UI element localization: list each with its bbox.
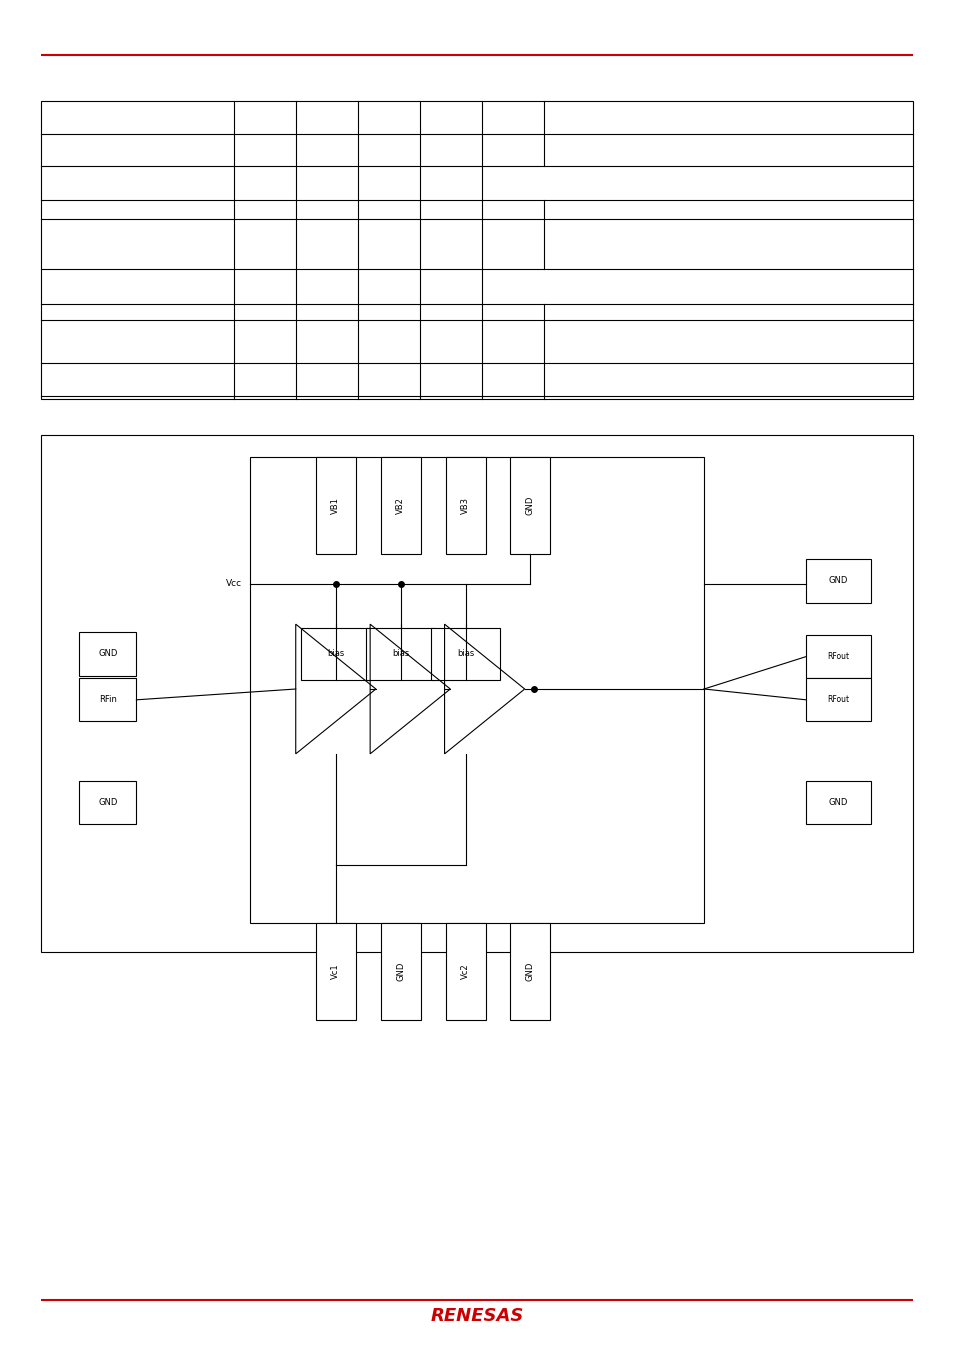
- Text: GND: GND: [98, 798, 117, 807]
- Bar: [79, 678, 136, 721]
- Text: VB2: VB2: [395, 497, 405, 513]
- Bar: [79, 781, 136, 824]
- Bar: [315, 923, 355, 1020]
- Bar: [431, 628, 499, 680]
- Bar: [41, 101, 912, 399]
- Bar: [366, 628, 435, 680]
- Text: GND: GND: [395, 962, 405, 981]
- Text: GND: GND: [828, 577, 847, 585]
- Text: GND: GND: [98, 650, 117, 658]
- Text: GND: GND: [828, 798, 847, 807]
- Text: bias: bias: [327, 650, 344, 658]
- Bar: [805, 678, 870, 721]
- Bar: [805, 559, 870, 603]
- Bar: [445, 457, 485, 554]
- Text: bias: bias: [456, 650, 474, 658]
- Bar: [805, 635, 870, 678]
- Text: RENESAS: RENESAS: [430, 1306, 523, 1325]
- Bar: [510, 457, 550, 554]
- Bar: [41, 435, 912, 952]
- Text: RFout: RFout: [826, 653, 849, 661]
- Text: GND: GND: [525, 496, 535, 515]
- Text: RFout: RFout: [826, 696, 849, 704]
- Bar: [301, 628, 370, 680]
- Text: VB1: VB1: [331, 497, 340, 513]
- Bar: [805, 781, 870, 824]
- Bar: [380, 923, 420, 1020]
- Bar: [315, 457, 355, 554]
- Bar: [250, 457, 703, 923]
- Text: Vc2: Vc2: [460, 963, 470, 979]
- Text: RFin: RFin: [99, 696, 116, 704]
- Text: Vc1: Vc1: [331, 963, 340, 979]
- Text: bias: bias: [392, 650, 409, 658]
- Text: Vcc: Vcc: [226, 580, 242, 588]
- Bar: [510, 923, 550, 1020]
- Text: VB3: VB3: [460, 497, 470, 513]
- Bar: [380, 457, 420, 554]
- Bar: [445, 923, 485, 1020]
- Text: GND: GND: [525, 962, 535, 981]
- Bar: [79, 632, 136, 676]
